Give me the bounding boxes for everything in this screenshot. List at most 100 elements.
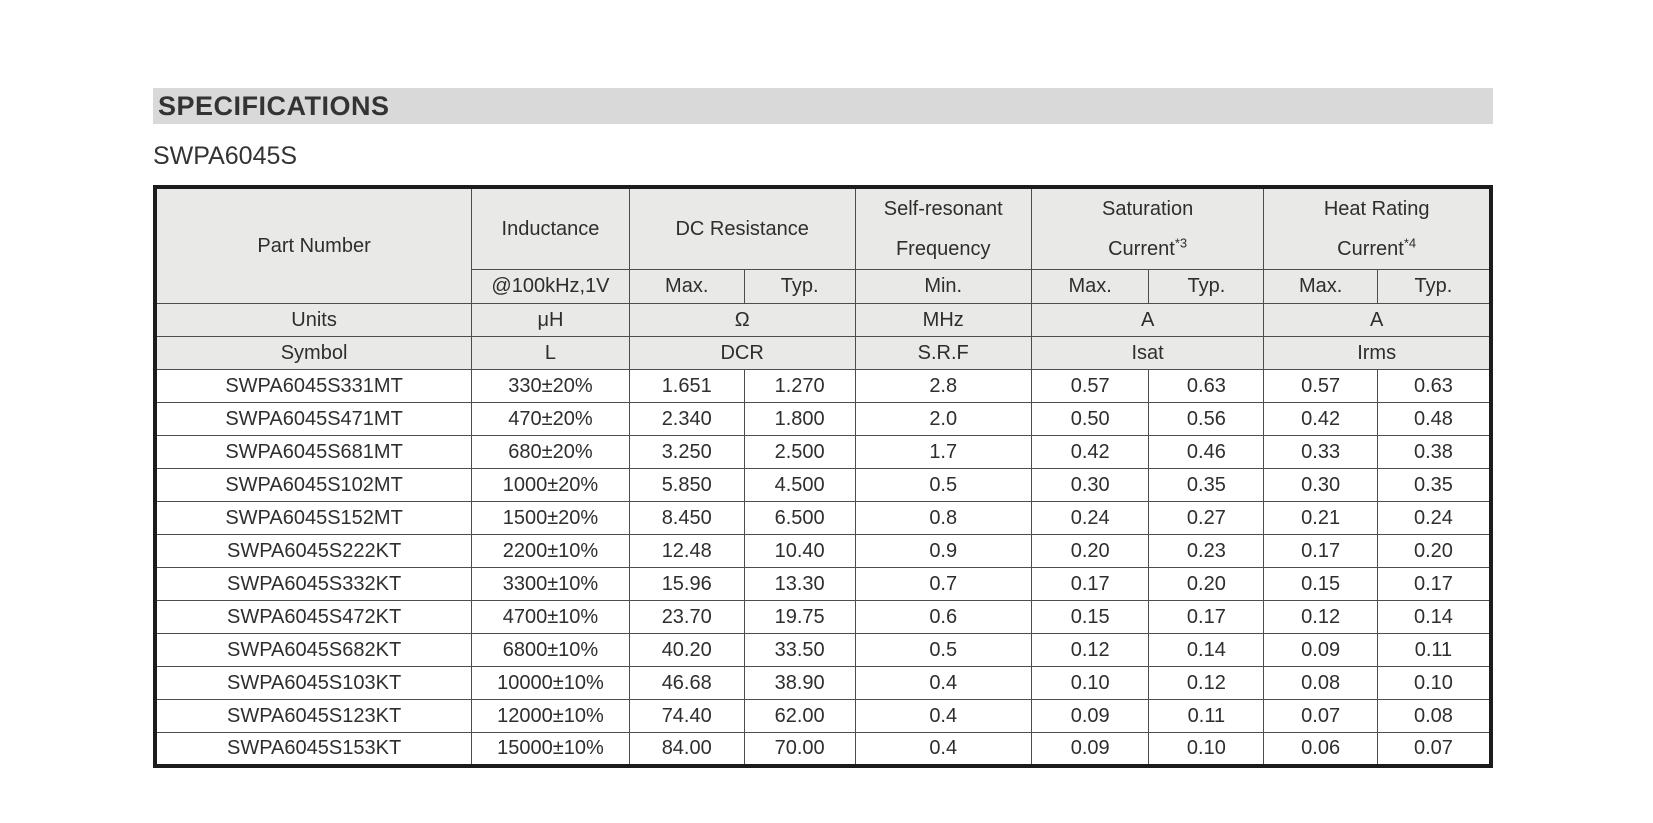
part-number-cell: SWPA6045S102MT <box>154 468 473 502</box>
content-area: SPECIFICATIONS SWPA6045S Part Number Ind… <box>153 88 1493 768</box>
srf-min-cell: 0.9 <box>854 534 1032 568</box>
dcr-typ-cell: 33.50 <box>743 633 856 667</box>
dcr-typ-cell: 4.500 <box>743 468 856 502</box>
inductance-cell: 4700±10% <box>471 600 630 634</box>
dcr-typ-cell: 6.500 <box>743 501 856 535</box>
dcr-typ-cell: 10.40 <box>743 534 856 568</box>
irms-max-cell: 0.09 <box>1263 633 1378 667</box>
header-row-2: @100kHz,1V Max. Typ. Min. Max. Typ. Max.… <box>155 269 1492 304</box>
srf-min-cell: 1.7 <box>854 435 1032 469</box>
srf-unit: MHz <box>854 303 1032 337</box>
inductance-cell: 2200±10% <box>471 534 630 568</box>
irms-typ-cell: 0.38 <box>1376 435 1492 469</box>
dcr-max-cell: 74.40 <box>628 699 745 733</box>
dcr-typ-cell: 1.800 <box>743 402 856 436</box>
symbol-row: Symbol L DCR S.R.F Isat Irms <box>154 336 1492 370</box>
inductance-header: Inductance <box>471 186 630 270</box>
srf-symbol: S.R.F <box>854 336 1032 370</box>
isat-typ-cell: 0.17 <box>1148 600 1265 634</box>
table-row: SWPA6045S331MT 330±20% 1.651 1.270 2.8 0.57 0.… <box>154 369 1492 403</box>
dcr-unit: Ω <box>628 303 856 337</box>
srf-min-header: Min. <box>854 269 1032 304</box>
irms-typ-cell: 0.14 <box>1376 600 1492 634</box>
irms-max-header: Max. <box>1263 269 1378 304</box>
srf-min-cell: 0.4 <box>854 699 1032 733</box>
dcr-typ-cell: 62.00 <box>743 699 856 733</box>
part-number-cell: SWPA6045S682KT <box>154 633 473 667</box>
dcr-typ-cell: 1.270 <box>743 369 856 403</box>
irms-max-cell: 0.08 <box>1263 666 1378 700</box>
isat-max-cell: 0.50 <box>1030 402 1150 436</box>
isat-symbol: Isat <box>1030 336 1265 370</box>
dcr-typ-cell: 38.90 <box>743 666 856 700</box>
dcr-symbol: DCR <box>628 336 856 370</box>
irms-max-cell: 0.30 <box>1263 468 1378 502</box>
dcr-typ-cell: 19.75 <box>743 600 856 634</box>
section-header-bar: SPECIFICATIONS <box>153 88 1493 124</box>
table-row: SWPA6045S222KT 2200±10% 12.48 10.40 0.9 0.20 0… <box>154 534 1492 568</box>
isat-typ-cell: 0.35 <box>1148 468 1265 502</box>
irms-max-cell: 0.21 <box>1263 501 1378 535</box>
irms-typ-cell: 0.35 <box>1376 468 1492 502</box>
inductance-cell: 6800±10% <box>471 633 630 667</box>
dcr-typ-cell: 70.00 <box>743 732 856 766</box>
inductance-cell: 330±20% <box>471 369 630 403</box>
srf-min-cell: 0.8 <box>854 501 1032 535</box>
irms-typ-cell: 0.07 <box>1376 732 1492 766</box>
inductance-symbol: L <box>471 336 630 370</box>
part-number-cell: SWPA6045S152MT <box>154 501 473 535</box>
table-row: SWPA6045S152MT 1500±20% 8.450 6.500 0.8 0.24 0… <box>154 501 1492 535</box>
srf-min-cell: 0.5 <box>854 633 1032 667</box>
heat-rating-current-header: Heat Rating Current*4 <box>1263 186 1492 270</box>
inductance-condition-header: @100kHz,1V <box>471 269 630 304</box>
dcr-max-cell: 8.450 <box>628 501 745 535</box>
irms-typ-header: Typ. <box>1376 269 1492 304</box>
dcr-max-cell: 46.68 <box>628 666 745 700</box>
isat-max-cell: 0.09 <box>1030 699 1150 733</box>
isat-typ-cell: 0.20 <box>1148 567 1265 601</box>
isat-max-cell: 0.30 <box>1030 468 1150 502</box>
dcr-max-cell: 3.250 <box>628 435 745 469</box>
inductance-cell: 15000±10% <box>471 732 630 766</box>
irms-unit: A <box>1263 303 1492 337</box>
irms-symbol: Irms <box>1263 336 1492 370</box>
inductance-cell: 1500±20% <box>471 501 630 535</box>
srf-min-cell: 0.6 <box>854 600 1032 634</box>
isat-max-cell: 0.57 <box>1030 369 1150 403</box>
isat-typ-header: Typ. <box>1148 269 1265 304</box>
isat-typ-cell: 0.63 <box>1148 369 1265 403</box>
dcr-max-cell: 40.20 <box>628 633 745 667</box>
inductance-cell: 1000±20% <box>471 468 630 502</box>
irms-max-cell: 0.07 <box>1263 699 1378 733</box>
inductance-cell: 12000±10% <box>471 699 630 733</box>
table-row: SWPA6045S153KT 15000±10% 84.00 70.00 0.4 0.09… <box>154 732 1492 766</box>
isat-typ-cell: 0.23 <box>1148 534 1265 568</box>
dcr-max-cell: 5.850 <box>628 468 745 502</box>
series-title: SWPA6045S <box>153 142 298 170</box>
inductance-cell: 680±20% <box>471 435 630 469</box>
isat-typ-cell: 0.12 <box>1148 666 1265 700</box>
part-number-cell: SWPA6045S123KT <box>154 699 473 733</box>
symbol-label: Symbol <box>154 336 473 370</box>
dcr-max-cell: 2.340 <box>628 402 745 436</box>
isat-max-cell: 0.09 <box>1030 732 1150 766</box>
dcr-max-cell: 84.00 <box>628 732 745 766</box>
irms-typ-cell: 0.63 <box>1376 369 1492 403</box>
dcr-max-cell: 15.96 <box>628 567 745 601</box>
part-number-cell: SWPA6045S222KT <box>154 534 473 568</box>
dcr-typ-header: Typ. <box>743 269 856 304</box>
specifications-table: Part Number Inductance DC Resistance Sel… <box>153 185 1493 768</box>
isat-max-header: Max. <box>1030 269 1150 304</box>
irms-max-cell: 0.57 <box>1263 369 1378 403</box>
irms-typ-cell: 0.08 <box>1376 699 1492 733</box>
irms-typ-cell: 0.24 <box>1376 501 1492 535</box>
saturation-current-header: Saturation Current*3 <box>1030 186 1265 270</box>
irms-typ-cell: 0.11 <box>1376 633 1492 667</box>
irms-max-cell: 0.12 <box>1263 600 1378 634</box>
dcr-typ-cell: 2.500 <box>743 435 856 469</box>
irms-typ-cell: 0.17 <box>1376 567 1492 601</box>
isat-typ-cell: 0.10 <box>1148 732 1265 766</box>
table-row: SWPA6045S681MT 680±20% 3.250 2.500 1.7 0.42 0.… <box>154 435 1492 469</box>
table-row: SWPA6045S103KT 10000±10% 46.68 38.90 0.4 0.10… <box>154 666 1492 700</box>
isat-max-cell: 0.12 <box>1030 633 1150 667</box>
